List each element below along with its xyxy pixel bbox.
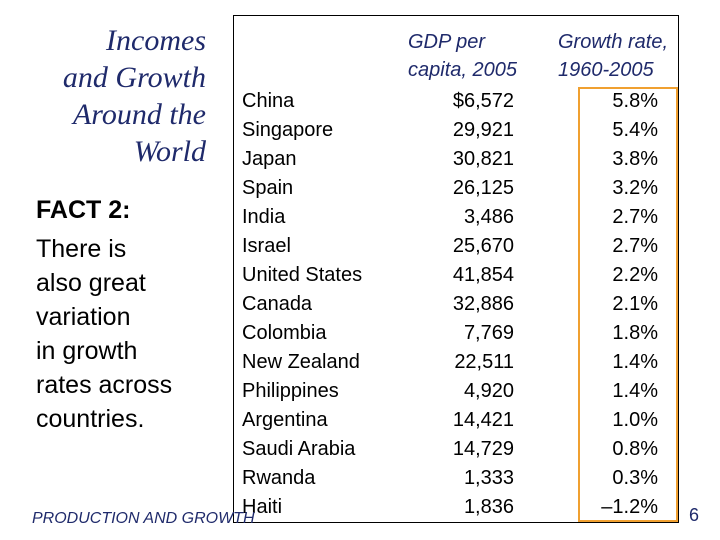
growth-cell: 2.2% xyxy=(612,264,658,286)
table-row: Spain 26,125 3.2% xyxy=(0,174,720,203)
gdp-cell: 41,854 xyxy=(452,264,514,286)
growth-highlight-box xyxy=(578,87,678,522)
title-line: Incomes xyxy=(106,24,206,57)
gdp-cell: 4,920 xyxy=(463,380,514,402)
table-row: Saudi Arabia 14,729 0.8% xyxy=(0,435,720,464)
table-row: New Zealand 22,511 1.4% xyxy=(0,348,720,377)
fact-heading: FACT 2: xyxy=(36,196,131,224)
table-row: Japan 30,821 3.8% xyxy=(0,145,720,174)
fact-body: There is also great variation in growth … xyxy=(36,232,216,436)
country-cell: Haiti xyxy=(242,496,283,518)
growth-header-line: 1960-2005 xyxy=(558,59,654,81)
gdp-cell: 32,886 xyxy=(452,293,514,315)
gdp-header-line: GDP per xyxy=(408,31,486,53)
growth-header-line: Growth rate, xyxy=(558,31,669,53)
growth-cell: 1.4% xyxy=(612,351,658,373)
country-cell: Israel xyxy=(242,235,291,257)
title-line: World xyxy=(133,135,206,168)
gdp-cell: 30,821 xyxy=(452,148,514,170)
fact-line: countries. xyxy=(36,405,145,433)
growth-cell: 1.0% xyxy=(612,409,658,431)
fact-line: There is xyxy=(36,235,127,263)
table-row: Canada 32,886 2.1% xyxy=(0,290,720,319)
growth-cell: 1.4% xyxy=(612,380,658,402)
gdp-cell: 14,729 xyxy=(452,438,514,460)
table-row: Rwanda 1,333 0.3% xyxy=(0,464,720,493)
table-row: Colombia 7,769 1.8% xyxy=(0,319,720,348)
gdp-column-header: GDP per capita, 2005 xyxy=(408,28,517,84)
title-line: Around the xyxy=(72,98,206,131)
gdp-cell: 22,511 xyxy=(454,351,514,373)
country-cell: Canada xyxy=(242,293,313,315)
fact-line: also great xyxy=(36,269,146,297)
country-cell: Spain xyxy=(242,177,294,199)
country-cell: Saudi Arabia xyxy=(242,438,356,460)
table-border xyxy=(233,15,679,523)
country-cell: Philippines xyxy=(242,380,339,402)
growth-cell: 5.8% xyxy=(612,90,658,112)
fact-line: in growth xyxy=(36,337,138,365)
table-row: Singapore 29,921 5.4% xyxy=(0,116,720,145)
gdp-cell: $6,572 xyxy=(452,90,514,112)
fact-line: rates across xyxy=(36,371,173,399)
gdp-cell: 26,125 xyxy=(452,177,514,199)
table-row: China $6,572 5.8% xyxy=(0,87,720,116)
gdp-cell: 25,670 xyxy=(452,235,514,257)
slide-footer: PRODUCTION AND GROWTH xyxy=(32,510,255,527)
growth-cell: 2.1% xyxy=(612,293,658,315)
country-cell: Colombia xyxy=(242,322,327,344)
country-cell: Rwanda xyxy=(242,467,316,489)
growth-cell: –1.2% xyxy=(601,496,658,518)
country-cell: China xyxy=(242,90,295,112)
table-row: Argentina 14,421 1.0% xyxy=(0,406,720,435)
table-row: Philippines 4,920 1.4% xyxy=(0,377,720,406)
page-number: 6 xyxy=(689,505,700,525)
table-row: Haiti 1,836 –1.2% xyxy=(0,493,720,522)
gdp-cell: 1,333 xyxy=(463,467,514,489)
gdp-header-line: capita, 2005 xyxy=(408,59,517,81)
gdp-cell: 3,486 xyxy=(463,206,514,228)
gdp-cell: 7,769 xyxy=(463,322,514,344)
slide-title: Incomes and Growth Around the World xyxy=(6,22,206,170)
gdp-cell: 29,921 xyxy=(452,119,514,141)
growth-cell: 0.3% xyxy=(612,467,658,489)
growth-cell: 5.4% xyxy=(612,119,658,141)
gdp-cell: 1,836 xyxy=(463,496,514,518)
growth-cell: 1.8% xyxy=(612,322,658,344)
growth-cell: 3.2% xyxy=(612,177,658,199)
growth-cell: 3.8% xyxy=(612,148,658,170)
country-cell: New Zealand xyxy=(242,351,360,373)
country-cell: India xyxy=(242,206,286,228)
fact-line: variation xyxy=(36,303,131,331)
growth-cell: 2.7% xyxy=(612,206,658,228)
table-row: United States 41,854 2.2% xyxy=(0,261,720,290)
table-row: India 3,486 2.7% xyxy=(0,203,720,232)
title-line: and Growth xyxy=(62,61,206,94)
country-cell: Argentina xyxy=(242,409,328,431)
country-cell: Japan xyxy=(242,148,297,170)
table-row: Israel 25,670 2.7% xyxy=(0,232,720,261)
growth-column-header: Growth rate, 1960-2005 xyxy=(558,28,668,84)
growth-cell: 0.8% xyxy=(612,438,658,460)
gdp-cell: 14,421 xyxy=(452,409,514,431)
country-cell: Singapore xyxy=(242,119,334,141)
country-cell: United States xyxy=(242,264,363,286)
growth-cell: 2.7% xyxy=(612,235,658,257)
